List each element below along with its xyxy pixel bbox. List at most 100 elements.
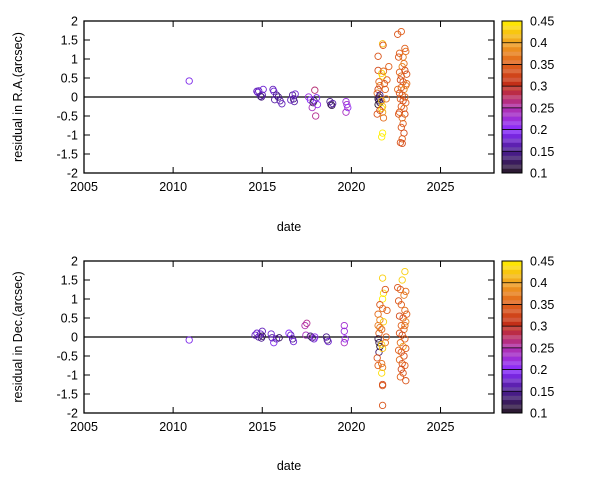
data-point <box>251 331 259 339</box>
data-point <box>378 359 386 368</box>
colorbar-band <box>502 339 522 344</box>
data-point <box>399 53 407 61</box>
data-point <box>379 318 388 326</box>
colorbar-tick-label: 0.4 <box>530 276 547 290</box>
colorbar-band <box>502 269 522 275</box>
colorbar-band <box>502 395 522 401</box>
data-point <box>403 310 411 318</box>
data-point <box>398 139 406 148</box>
data-point <box>341 335 349 343</box>
data-point <box>378 295 387 303</box>
data-point <box>380 80 389 88</box>
y-tick-label: 1 <box>71 293 78 307</box>
data-point <box>274 93 282 101</box>
colorbar-band <box>502 386 522 392</box>
colorbar-band <box>502 99 522 104</box>
colorbar-tick-label: 0.15 <box>530 385 554 399</box>
data-point <box>378 363 387 372</box>
colorbar-band <box>502 360 522 366</box>
data-point <box>302 331 310 339</box>
data-point <box>381 285 389 294</box>
data-point <box>291 90 299 98</box>
data-point <box>376 301 384 309</box>
colorbar-band <box>502 313 522 318</box>
data-point <box>382 95 390 103</box>
data-point <box>343 100 351 109</box>
data-point <box>324 337 332 346</box>
data-point <box>289 337 298 346</box>
colorbar-tick-label: 0.3 <box>530 80 547 94</box>
data-point <box>258 327 266 335</box>
data-point <box>378 104 386 113</box>
colorbar-band <box>502 261 522 266</box>
data-point <box>378 344 387 353</box>
data-points <box>185 27 411 148</box>
y-tick-label: 1.5 <box>61 34 78 48</box>
data-point <box>394 110 403 118</box>
x-tick-label: 2020 <box>337 180 365 194</box>
ylabel-dec: residual in Dec.(arcsec) <box>11 271 25 402</box>
data-point <box>255 87 263 95</box>
data-point <box>312 112 320 120</box>
colorbar-band <box>502 308 522 314</box>
data-point <box>396 373 405 381</box>
colorbar-band <box>502 356 522 362</box>
colorbar-tick-label: 0.25 <box>530 101 554 115</box>
colorbar-tick-label: 0.2 <box>530 123 547 137</box>
data-point <box>401 66 409 75</box>
data-point <box>340 339 348 347</box>
colorbar-band <box>502 133 522 139</box>
data-point <box>340 321 348 330</box>
y-tick-label: -2 <box>67 167 78 181</box>
data-point <box>378 369 386 377</box>
colorbar-band <box>502 81 522 87</box>
data-point <box>259 85 267 94</box>
data-point <box>378 97 386 105</box>
colorbar-tick-label: 0.35 <box>530 298 554 312</box>
colorbar-band <box>502 274 522 279</box>
data-point <box>398 331 406 339</box>
data-point <box>402 287 410 296</box>
data-point <box>376 81 384 90</box>
y-tick-label: 0 <box>71 331 78 345</box>
colorbar-band <box>502 125 522 130</box>
data-point <box>401 306 409 315</box>
colorbar-tick-label: 0.2 <box>530 363 547 377</box>
colorbar-band <box>502 282 522 288</box>
colorbar-band <box>502 287 522 292</box>
x-tick-label: 2020 <box>337 420 365 434</box>
data-point <box>374 361 382 370</box>
data-point <box>379 289 388 297</box>
data-point <box>285 329 293 337</box>
colorbar: 0.1 0.15 0.2 0.25 0.3 0.35 0.4 0.45 <box>501 15 554 181</box>
data-point <box>378 381 387 390</box>
colorbar-tick-label: 0.1 <box>530 167 547 181</box>
colorbar-band <box>502 278 522 284</box>
data-point <box>376 323 384 332</box>
colorbar-band <box>502 391 522 396</box>
data-point <box>323 336 331 344</box>
data-point <box>394 53 403 61</box>
data-point <box>378 401 387 410</box>
data-point <box>398 276 406 284</box>
colorbar-band <box>502 146 522 152</box>
colorbar-band <box>502 330 522 336</box>
colorbar-band <box>502 68 522 74</box>
colorbar-band <box>502 151 522 156</box>
data-point <box>290 97 298 106</box>
data-point <box>340 327 348 335</box>
data-point <box>381 85 389 94</box>
data-point <box>306 96 315 104</box>
xlabel-ra: date <box>277 220 301 234</box>
y-tick-label: -0.5 <box>56 110 78 124</box>
colorbar-tick-label: 0.45 <box>530 255 554 269</box>
colorbar-band <box>502 94 522 100</box>
colorbar-tick-label: 0.1 <box>530 407 547 421</box>
colorbar-band <box>502 334 522 340</box>
colorbar-band <box>502 51 522 57</box>
y-tick-label: -0.5 <box>56 350 78 364</box>
data-points <box>185 267 411 410</box>
data-point <box>256 92 265 100</box>
x-tick-label: 2010 <box>159 180 187 194</box>
colorbar-band <box>502 304 522 310</box>
